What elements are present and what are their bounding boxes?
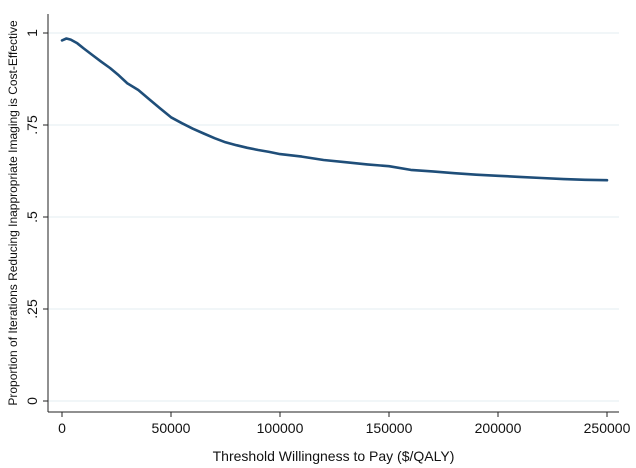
y-tick-label-4: 1 [24,29,40,37]
x-axis-ticks: 0 50000 100000 150000 200000 250000 [58,412,631,436]
series-line [60,37,609,182]
x-tick-label-3: 150000 [366,420,413,436]
y-tick-label-1: .25 [24,299,40,319]
x-tick-label-1: 50000 [152,420,191,436]
x-tick-label-4: 200000 [475,420,522,436]
axes [47,14,619,413]
y-axis-ticks: 0 .25 .5 .75 1 [24,29,48,405]
x-tick-label-0: 0 [58,420,66,436]
y-axis-title: Proportion of Iterations Reducing Inappr… [6,20,20,406]
x-tick-label-2: 100000 [257,420,304,436]
y-tick-label-0: 0 [24,397,40,405]
x-tick-label-5: 250000 [584,420,631,436]
y-gridlines [48,32,619,402]
y-tick-label-3: .75 [24,115,40,135]
y-tick-label-2: .5 [24,211,40,223]
x-axis-title: Threshold Willingness to Pay ($/QALY) [213,448,455,464]
